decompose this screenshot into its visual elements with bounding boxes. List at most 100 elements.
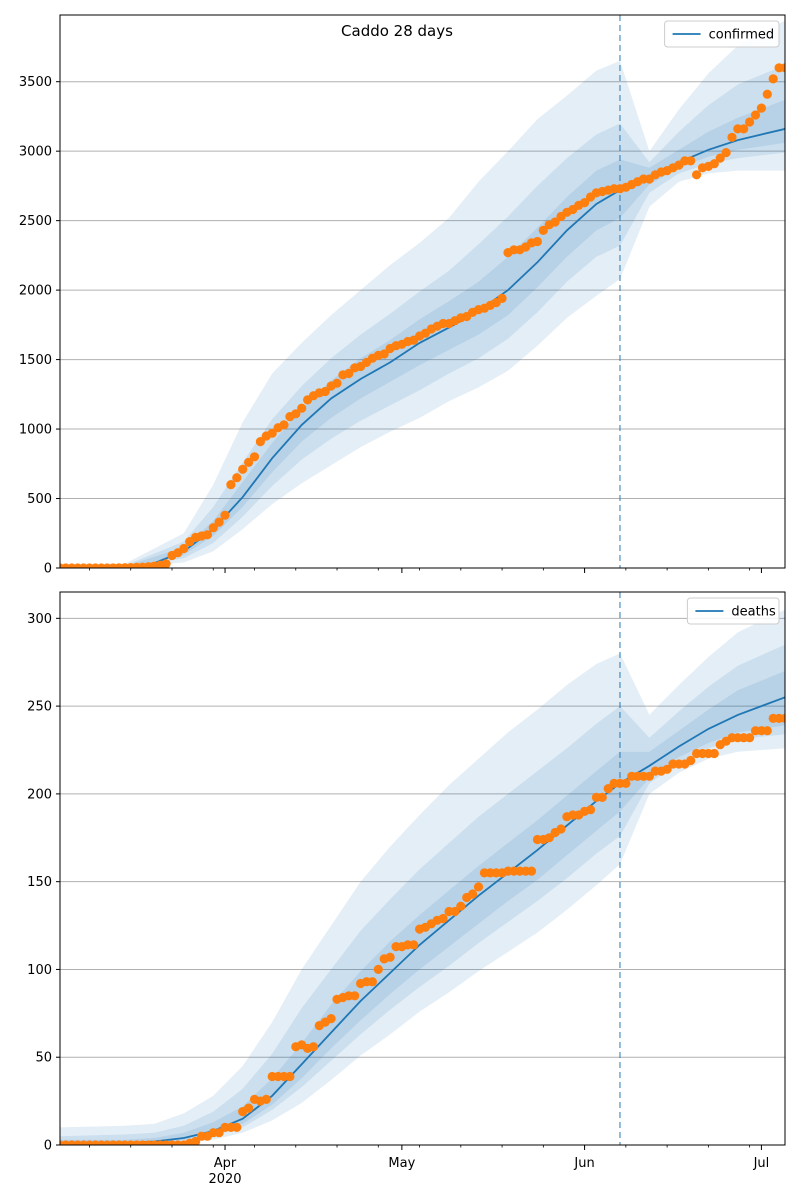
y-tick-label: 500 <box>27 492 52 507</box>
observed-point <box>456 901 466 911</box>
observed-point <box>780 713 785 723</box>
observed-point <box>367 977 377 987</box>
observed-point <box>468 889 478 899</box>
x-tick-label: Apr <box>214 1156 237 1171</box>
y-tick-label: 50 <box>35 1051 52 1066</box>
y-tick-label: 1500 <box>19 353 52 368</box>
y-tick-label: 2500 <box>19 214 52 229</box>
uncertainty-band <box>60 644 785 1145</box>
observed-point <box>750 110 761 120</box>
model-line <box>60 696 785 1145</box>
observed-point <box>762 89 772 99</box>
figure-title: Caddo 28 days <box>341 22 453 40</box>
legend-box <box>664 20 780 48</box>
observed-point <box>261 1094 271 1104</box>
observed-point <box>585 805 596 815</box>
y-tick-label: 1000 <box>19 423 52 438</box>
observed-point <box>544 833 554 843</box>
legend-label: confirmed <box>709 28 775 43</box>
observed-point <box>745 117 755 127</box>
observed-point <box>297 403 307 413</box>
axes-frame <box>59 14 786 569</box>
observed-point <box>232 1122 242 1132</box>
observed-point <box>762 726 772 736</box>
observed-point <box>526 866 537 876</box>
observed-point <box>721 148 731 158</box>
observed-point <box>603 784 613 794</box>
observed-point <box>692 170 702 180</box>
observed-point <box>249 452 260 462</box>
y-tick-label: 0 <box>44 1139 52 1154</box>
observed-point <box>308 1042 319 1052</box>
observed-point <box>473 882 484 892</box>
observed-point <box>255 437 265 447</box>
legend-label: deaths <box>731 605 776 620</box>
legend: deaths <box>686 597 780 625</box>
observed-point <box>580 198 590 208</box>
observed-point <box>385 952 395 962</box>
observed-point <box>291 409 301 419</box>
x-tick-label: Jul <box>753 1156 770 1171</box>
observed-point <box>709 748 719 759</box>
legend-box <box>686 597 780 625</box>
observed-point <box>202 530 212 540</box>
observed-point <box>780 63 785 73</box>
y-tick-label: 0 <box>44 562 52 577</box>
observed-point <box>220 510 230 520</box>
observed-point <box>438 913 448 924</box>
y-tick-label: 200 <box>27 787 52 802</box>
confirmed-panel: 0 500 1000 1500 2000 2500 3000 3500 confirmed <box>19 14 786 577</box>
observed-point <box>686 156 696 166</box>
x-tick-sublabel: 2020 <box>208 1172 241 1187</box>
y-tick-label: 150 <box>27 875 52 890</box>
observed-point <box>745 733 755 743</box>
observed-point <box>226 480 236 490</box>
observed-point <box>739 124 749 134</box>
observed-point <box>332 378 342 388</box>
observed-point <box>532 236 543 247</box>
observed-point <box>538 225 548 235</box>
observed-point <box>644 771 655 781</box>
x-tick-label: Jun <box>573 1156 594 1171</box>
observed-point <box>214 517 224 527</box>
observed-point <box>344 368 354 379</box>
observed-point <box>373 964 383 975</box>
observed-point <box>768 74 778 84</box>
y-tick-label: 3000 <box>19 145 52 160</box>
observed-point <box>279 420 289 430</box>
observed-point <box>208 523 218 533</box>
y-tick-label: 100 <box>27 963 52 978</box>
observed-point <box>326 1014 336 1024</box>
observed-point <box>409 940 419 950</box>
y-tick-label: 300 <box>27 612 52 627</box>
observed-point <box>285 1071 295 1082</box>
uncertainty-band <box>60 20 785 568</box>
observed-point <box>244 1103 254 1113</box>
y-tick-label: 250 <box>27 700 52 715</box>
observed-point <box>179 543 189 554</box>
observed-point <box>556 824 566 834</box>
observed-point <box>621 778 631 789</box>
observed-point <box>662 764 672 774</box>
observed-point <box>238 464 248 474</box>
observed-point <box>161 559 171 568</box>
observed-point <box>727 132 737 142</box>
observed-point <box>597 792 607 803</box>
observed-point <box>550 217 560 227</box>
x-tick-label: May <box>388 1156 415 1171</box>
axes-frame <box>59 591 786 1146</box>
legend: confirmed <box>664 20 780 48</box>
plot-area <box>60 15 785 568</box>
observed-point <box>709 159 719 169</box>
observed-point <box>320 386 330 397</box>
observed-point <box>232 473 242 483</box>
observed-point <box>686 755 696 766</box>
observed-point <box>379 349 389 359</box>
plot-area <box>60 592 785 1145</box>
observed-point <box>715 153 725 163</box>
y-tick-label: 2000 <box>19 284 52 299</box>
y-tick-label: 3500 <box>19 75 52 90</box>
